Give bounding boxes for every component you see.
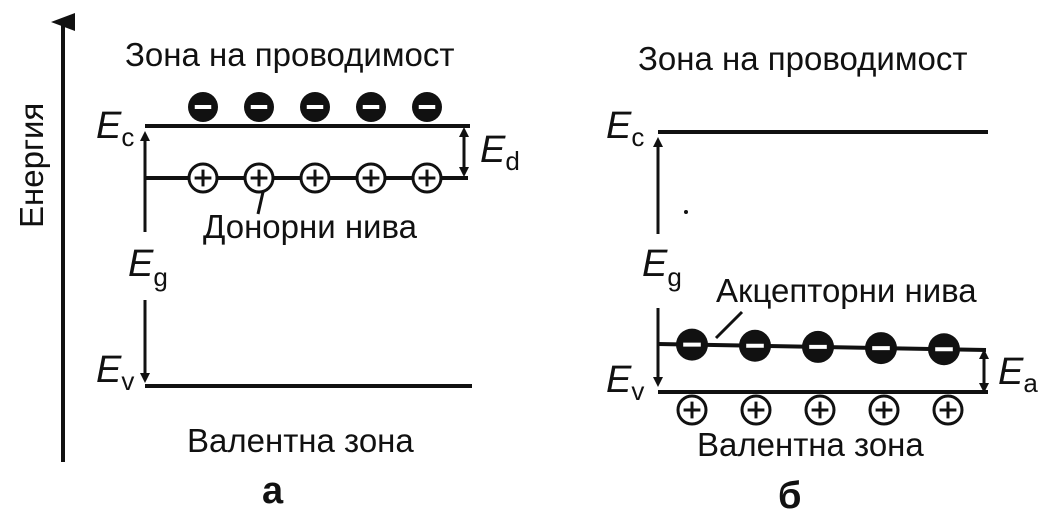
panel-a: Зона на проводимост Ec Ed Донорни нива E…: [96, 36, 520, 512]
panel-a-donor-pointer: [256, 191, 265, 215]
panel-b-valence-band-label: Валентна зона: [697, 426, 924, 463]
panel-a-ed-label: Ed: [480, 129, 520, 176]
panel-a-donor-ion: [411, 162, 443, 194]
panel-a-caption: а: [262, 470, 284, 512]
panel-a-donor-ion: [299, 162, 331, 194]
panel-a-eg-label: Eg: [128, 243, 168, 292]
panel-b-ec-label: Ec: [606, 105, 644, 152]
panel-a-electrons: [188, 92, 442, 122]
panel-a-electron: [188, 92, 218, 122]
panel-b-hole: [868, 394, 900, 426]
panel-a-donor-ion: [355, 162, 387, 194]
panel-b-conduction-band-label: Зона на проводимост: [638, 40, 967, 77]
panel-b-hole: [804, 394, 836, 426]
panel-a-electron: [356, 92, 386, 122]
panel-b-caption: б: [778, 475, 801, 517]
panel-b-acceptor-levels-label: Акцепторни нива: [716, 272, 977, 309]
panel-a-donor-ions: [187, 162, 443, 194]
panel-b-acceptor-ion: [928, 333, 960, 366]
panel-a-electron: [412, 92, 442, 122]
panel-a-donor-levels-label: Донорни нива: [203, 208, 418, 245]
panel-b: Зона на проводимост Ec Eg Акцепторни нив…: [606, 40, 1038, 517]
panel-b-hole: [932, 394, 964, 426]
panel-b-acceptor-ion: [865, 332, 897, 365]
panel-b-holes: [676, 394, 964, 426]
panel-b-acceptor-ion: [676, 328, 708, 361]
panel-a-electron: [300, 92, 330, 122]
panel-a-donor-ion: [187, 162, 219, 194]
energy-axis-label: Енергия: [13, 103, 50, 228]
panel-b-ea-label: Ea: [998, 351, 1038, 398]
panel-b-acceptor-pointer: [714, 310, 744, 340]
panel-b-ev-label: Ev: [606, 359, 644, 406]
panel-b-hole: [740, 394, 772, 426]
panel-b-speck: [684, 210, 688, 214]
panel-a-conduction-band-label: Зона на проводимост: [125, 36, 454, 73]
panel-a-electron: [244, 92, 274, 122]
panel-b-hole: [676, 394, 708, 426]
panel-b-acceptor-ion: [739, 329, 771, 362]
panel-a-ec-label: Ec: [96, 105, 134, 152]
panel-a-donor-ion: [243, 162, 275, 194]
panel-b-acceptor-ion: [802, 330, 834, 363]
panel-a-ev-label: Ev: [96, 349, 134, 396]
panel-a-valence-band-label: Валентна зона: [187, 422, 414, 459]
panel-b-acceptor-ions: [676, 328, 960, 366]
panel-b-eg-label: Eg: [642, 243, 682, 292]
